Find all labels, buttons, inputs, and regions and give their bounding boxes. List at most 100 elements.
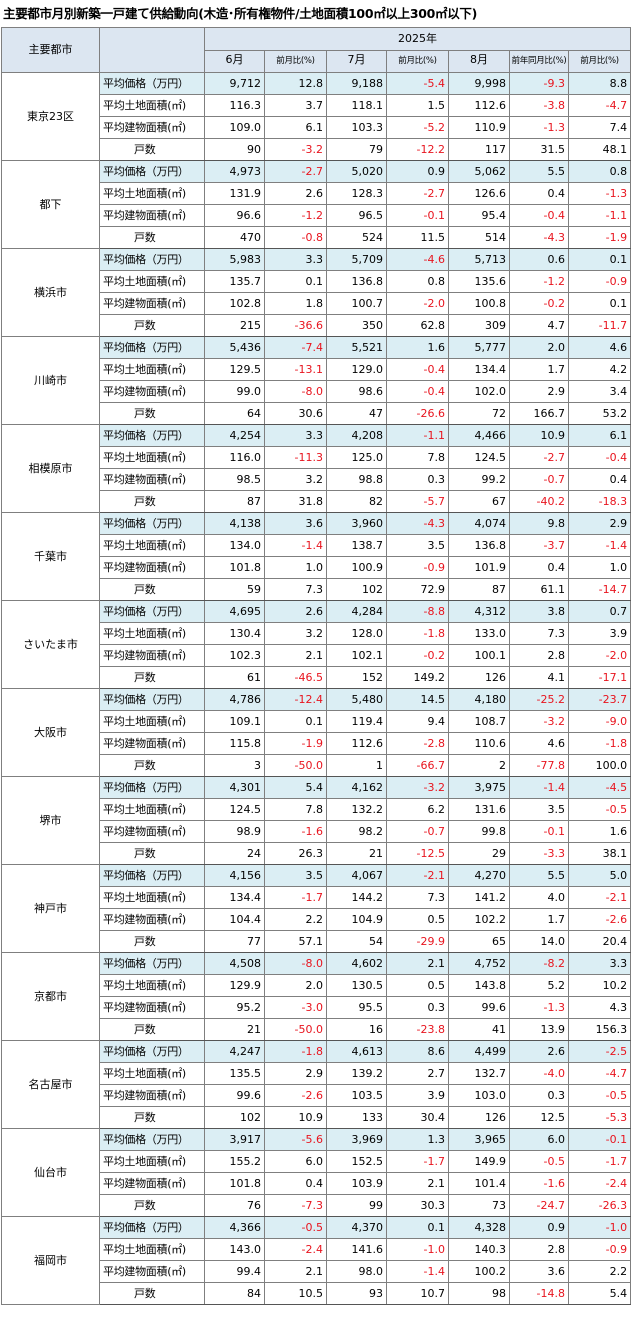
value-cell: 98 bbox=[448, 1282, 510, 1305]
table-row: 平均建物面積(㎡) 99.0 -8.0 98.6 -0.4 102.0 2.9 3.4 bbox=[2, 380, 632, 403]
value-cell: -2.5 bbox=[567, 1040, 632, 1063]
value-cell: 4,312 bbox=[448, 600, 510, 623]
value-cell: 61 bbox=[204, 666, 265, 689]
value-cell: 117 bbox=[448, 138, 510, 161]
value-cell: 13.9 bbox=[509, 1018, 569, 1041]
value-cell: 2.2 bbox=[567, 1260, 632, 1283]
table-row: 横浜市 平均価格（万円） 5,983 3.3 5,709 -4.6 5,713 0.6 0.1 bbox=[1, 248, 632, 337]
value-cell: -0.4 bbox=[509, 204, 569, 227]
value-cell: 215 bbox=[204, 314, 265, 337]
value-cell: -3.0 bbox=[264, 996, 327, 1019]
value-cell: 98.9 bbox=[204, 820, 265, 843]
value-cell: -1.6 bbox=[509, 1172, 569, 1195]
value-cell: -0.9 bbox=[386, 556, 449, 579]
value-cell: 4,370 bbox=[326, 1216, 387, 1239]
value-cell: -1.0 bbox=[386, 1238, 449, 1261]
value-cell: -2.6 bbox=[264, 1084, 327, 1107]
value-cell: 110.6 bbox=[448, 732, 510, 755]
value-cell: 133.0 bbox=[448, 622, 510, 645]
table-row: 平均土地面積(㎡) 109.1 0.1 119.4 9.4 108.7 -3.2 -9.0 bbox=[2, 710, 632, 733]
value-cell: 7.8 bbox=[386, 446, 449, 469]
value-cell: 2.9 bbox=[264, 1062, 327, 1085]
metric-label: 平均価格（万円） bbox=[99, 424, 205, 447]
value-cell: 1 bbox=[326, 754, 387, 777]
metric-label: 平均価格（万円） bbox=[99, 1040, 205, 1063]
value-cell: -8.2 bbox=[509, 952, 569, 975]
value-cell: 0.5 bbox=[386, 974, 449, 997]
value-cell: 4.7 bbox=[509, 314, 569, 337]
value-cell: -17.1 bbox=[567, 666, 632, 689]
value-cell: -2.6 bbox=[567, 908, 632, 931]
metric-label: 平均価格（万円） bbox=[99, 1128, 205, 1151]
value-cell: -5.3 bbox=[567, 1106, 632, 1129]
page-title: 主要都市月別新築一戸建て供給動向(木造･所有権物件/土地面積100㎡以上300㎡… bbox=[3, 6, 478, 21]
table-row: 京都市 平均価格（万円） 4,508 -8.0 4,602 2.1 4,752 -8.2 3.3 bbox=[1, 952, 632, 1041]
value-cell: -24.7 bbox=[509, 1194, 569, 1217]
metric-label: 平均建物面積(㎡) bbox=[99, 292, 205, 315]
value-cell: 0.5 bbox=[386, 908, 449, 931]
value-cell: 5,777 bbox=[448, 336, 510, 359]
value-cell: -0.7 bbox=[509, 468, 569, 491]
value-cell: 3.5 bbox=[509, 798, 569, 821]
value-cell: 4.2 bbox=[567, 358, 632, 381]
value-cell: 0.6 bbox=[509, 248, 569, 271]
value-cell: 1.0 bbox=[264, 556, 327, 579]
value-cell: -0.5 bbox=[567, 1084, 632, 1107]
table-row: さいたま市 平均価格（万円） 4,695 2.6 4,284 -8.8 4,312 3.8 0.… bbox=[1, 600, 632, 689]
value-cell: -1.3 bbox=[509, 996, 569, 1019]
value-cell: 30.4 bbox=[386, 1106, 449, 1129]
metric-label: 平均価格（万円） bbox=[99, 336, 205, 359]
supply-table: 主要都市 2025年 6月 前月比(%) 7月 前月比(%) 8月 前年同月比(… bbox=[1, 27, 632, 1305]
table-row: 戸数 21 -50.0 16 -23.8 41 13.9 156.3 bbox=[2, 1018, 632, 1041]
metric-label: 戸数 bbox=[99, 754, 205, 777]
value-cell: 143.0 bbox=[204, 1238, 265, 1261]
metric-label: 戸数 bbox=[99, 314, 205, 337]
value-cell: -1.3 bbox=[509, 116, 569, 139]
value-cell: 99.4 bbox=[204, 1260, 265, 1283]
table-row: 大阪市 平均価格（万円） 4,786 -12.4 5,480 14.5 4,180 -25.2… bbox=[1, 688, 632, 777]
table-row: 平均土地面積(㎡) 135.5 2.9 139.2 2.7 132.7 -4.0 -4.7 bbox=[2, 1062, 632, 1085]
value-cell: -0.4 bbox=[386, 380, 449, 403]
value-cell: 2.9 bbox=[567, 512, 632, 535]
value-cell: 139.2 bbox=[326, 1062, 387, 1085]
value-cell: 149.9 bbox=[448, 1150, 510, 1173]
value-cell: 24 bbox=[204, 842, 265, 865]
value-cell: -18.3 bbox=[567, 490, 632, 513]
metric-label: 戸数 bbox=[99, 490, 205, 513]
value-cell: 7.3 bbox=[509, 622, 569, 645]
value-cell: -0.8 bbox=[264, 226, 327, 249]
value-cell: 96.6 bbox=[204, 204, 265, 227]
value-cell: 470 bbox=[204, 226, 265, 249]
value-cell: 4,499 bbox=[448, 1040, 510, 1063]
table-row: 平均土地面積(㎡) 129.5 -13.1 129.0 -0.4 134.4 1.7 4.2 bbox=[2, 358, 632, 381]
value-cell: 7.3 bbox=[386, 886, 449, 909]
value-cell: -29.9 bbox=[386, 930, 449, 953]
value-cell: -50.0 bbox=[264, 754, 327, 777]
value-cell: -0.4 bbox=[386, 358, 449, 381]
value-cell: 134.4 bbox=[448, 358, 510, 381]
value-cell: 100.2 bbox=[448, 1260, 510, 1283]
value-cell: 524 bbox=[326, 226, 387, 249]
value-cell: 141.6 bbox=[326, 1238, 387, 1261]
metric-label: 平均建物面積(㎡) bbox=[99, 380, 205, 403]
value-cell: 5,020 bbox=[326, 160, 387, 183]
value-cell: 47 bbox=[326, 402, 387, 425]
value-cell: 116.0 bbox=[204, 446, 265, 469]
value-cell: 109.0 bbox=[204, 116, 265, 139]
table-body: 東京23区 平均価格（万円） 9,712 12.8 9,188 -5.4 9,998 -9.3… bbox=[1, 72, 632, 1305]
value-cell: 2.0 bbox=[509, 336, 569, 359]
value-cell: 64 bbox=[204, 402, 265, 425]
value-cell: -1.1 bbox=[567, 204, 632, 227]
value-cell: 101.8 bbox=[204, 1172, 265, 1195]
value-cell: -66.7 bbox=[386, 754, 449, 777]
table-row: 平均建物面積(㎡) 99.6 -2.6 103.5 3.9 103.0 0.3 -0.5 bbox=[2, 1084, 632, 1107]
city-name: 大阪市 bbox=[1, 688, 100, 777]
table-row: 平均建物面積(㎡) 102.3 2.1 102.1 -0.2 100.1 2.8 -2.0 bbox=[2, 644, 632, 667]
table-row: 戸数 59 7.3 102 72.9 87 61.1 -14.7 bbox=[2, 578, 632, 601]
value-cell: 0.7 bbox=[567, 600, 632, 623]
value-cell: 103.5 bbox=[326, 1084, 387, 1107]
value-cell: 1.6 bbox=[567, 820, 632, 843]
value-cell: -12.2 bbox=[386, 138, 449, 161]
value-cell: 4,466 bbox=[448, 424, 510, 447]
value-cell: 4,602 bbox=[326, 952, 387, 975]
